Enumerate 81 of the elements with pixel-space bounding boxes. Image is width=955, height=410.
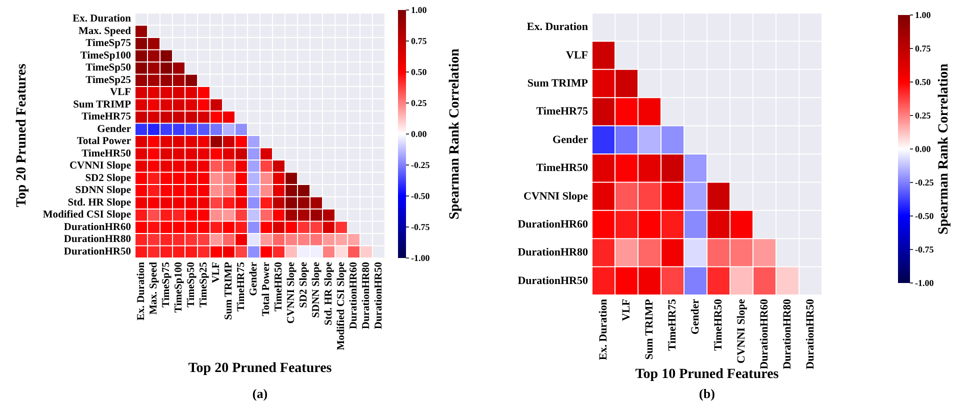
y-tick-label: TimeHR50	[536, 162, 588, 174]
y-tick-label: TimeSp75	[86, 38, 131, 50]
x-axis-title: Top 10 Pruned Features	[635, 367, 780, 382]
x-tick-label: TimeSp50	[186, 262, 197, 308]
x-tick-label: VLF	[620, 298, 632, 321]
color-bar-label: -1.00	[915, 278, 934, 288]
x-tick-label: DurationHR50	[373, 262, 384, 330]
y-tick-label: SDNN Slope	[75, 185, 132, 196]
y-tick-label: Ex. Duration	[526, 21, 588, 34]
color-bar-label: 0.00	[411, 129, 428, 139]
y-tick-label: SD2 Slope	[85, 172, 132, 184]
x-tick-label: DurationHR50	[804, 298, 816, 370]
color-bar-label: 0.00	[915, 144, 932, 154]
y-tick-label: TimeHR75	[82, 112, 131, 123]
x-tick-label: TimeHR75	[236, 262, 247, 312]
y-tick-label: Ex. Duration	[72, 14, 132, 25]
x-tick-label: Gender	[690, 298, 702, 334]
x-tick-label: Sum TRIMP	[223, 261, 234, 320]
color-bar-label: 1.00	[411, 5, 428, 15]
y-tick-label: TimeHR75	[536, 106, 588, 118]
x-tick-label: CVNNI Slope	[286, 262, 297, 324]
y-tick-label: TimeSp100	[80, 50, 131, 62]
x-tick-label: SDNN Slope	[310, 262, 322, 318]
color-bar-label: -0.25	[915, 178, 934, 188]
y-tick-label: DurationHR80	[518, 246, 588, 259]
x-tick-label: DurationHR80	[360, 262, 372, 330]
color-bar-label: -0.50	[915, 211, 934, 221]
y-tick-label: DurationHR80	[64, 234, 131, 246]
x-tick-label: TimeSp75	[160, 262, 172, 308]
x-tick-label: Sum TRIMP	[644, 298, 656, 360]
x-axis-title: Top 20 Pruned Features	[188, 361, 332, 376]
color-bar-title: Spearman Rank Correlation	[448, 48, 462, 220]
y-tick-label: CVNNI Slope	[524, 190, 588, 202]
x-tick-label: SD2 Slope	[298, 262, 310, 308]
color-bar-label: -0.50	[411, 191, 430, 201]
x-tick-label: TimeSp100	[173, 262, 184, 313]
y-tick-label: DurationHR60	[64, 222, 131, 233]
y-tick-label: CVNNI Slope	[69, 160, 132, 172]
x-tick-label: Total Power	[260, 262, 272, 316]
x-tick-label: DurationHR60	[758, 298, 770, 370]
y-tick-label: Gender	[97, 124, 132, 135]
x-tick-label: Modified CSI Slope	[336, 262, 347, 350]
x-tick-label: Gender	[248, 262, 260, 296]
y-tick-label: DurationHR50	[64, 246, 131, 258]
color-bar-label: -1.00	[411, 253, 430, 263]
y-tick-label: VLF	[566, 49, 588, 62]
x-tick-label: DurationHR60	[348, 262, 360, 330]
y-tick-label: TimeSp25	[86, 74, 131, 86]
x-tick-label: TimeHR50	[273, 262, 284, 312]
y-tick-label: TimeSp50	[86, 62, 131, 74]
y-tick-label: DurationHR60	[518, 218, 588, 230]
y-tick-label: Sum TRIMP	[73, 99, 132, 110]
x-tick-label: VLF	[210, 262, 222, 283]
x-tick-label: TimeHR50	[712, 298, 724, 351]
color-bar-title: Spearman Rank Correlation	[936, 63, 952, 234]
x-tick-label: DurationHR80	[782, 298, 794, 370]
x-tick-label: TimeHR75	[666, 298, 678, 351]
y-tick-label: VLF	[110, 87, 131, 98]
y-tick-label: Total Power	[76, 136, 132, 148]
x-tick-label: Std. HR Slope	[323, 262, 334, 326]
y-tick-label: Modified CSI Slope	[42, 210, 132, 221]
text: (b)	[699, 386, 715, 401]
color-bar-label: 0.75	[915, 44, 932, 54]
y-tick-label: Gender	[552, 134, 588, 146]
color-bar-label: -0.75	[411, 222, 430, 232]
color-bar-label: 0.50	[915, 77, 932, 87]
y-tick-label: TimeHR50	[82, 148, 131, 160]
x-tick-label: TimeSp25	[198, 262, 210, 308]
color-bar-label: 0.25	[915, 110, 932, 120]
color-bar-label: 0.50	[411, 67, 428, 77]
color-bar-label: 0.75	[411, 36, 428, 46]
y-tick-label: Max. Speed	[78, 26, 132, 37]
y-axis-title: Top 20 Pruned Features	[14, 63, 30, 208]
color-bar-label: 1.00	[915, 10, 932, 20]
color-bar-label: -0.25	[411, 160, 430, 170]
x-tick-label: CVNNI Slope	[736, 298, 748, 364]
color-bar-label: 0.25	[411, 98, 428, 108]
y-tick-label: Std. HR Slope	[68, 197, 132, 208]
text: (a)	[252, 386, 268, 401]
color-bar-label: -0.75	[915, 244, 934, 254]
y-tick-label: Sum TRIMP	[527, 78, 588, 90]
